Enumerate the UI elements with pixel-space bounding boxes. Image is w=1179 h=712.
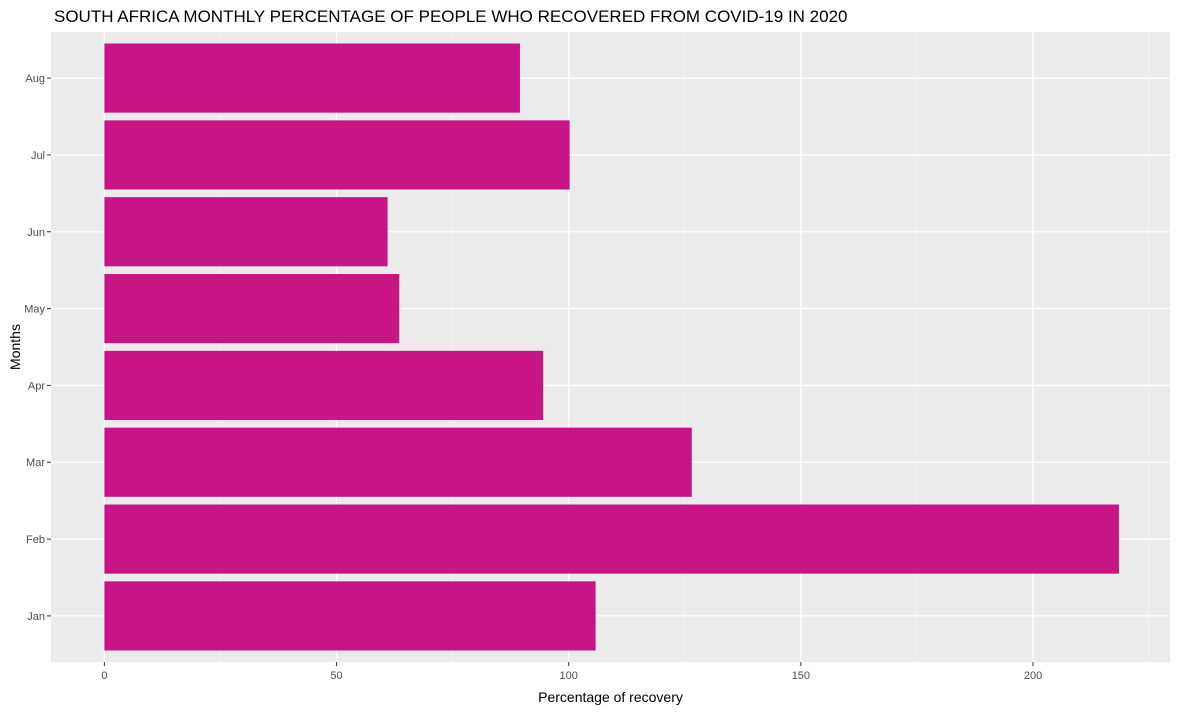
bar-apr [104,350,544,420]
y-tick-label: Feb [26,534,45,546]
y-tick-label: Jun [27,227,45,239]
y-tick-label: Aug [25,73,45,85]
bars-group [104,43,1119,651]
x-axis: 0 50 100 150 200 [101,662,1042,682]
y-axis-title: Months [7,324,23,370]
x-axis-title: Percentage of recovery [538,689,683,705]
y-tick-label: Apr [28,380,45,392]
bar-aug [104,43,520,113]
bar-jul [104,120,570,190]
x-tick-label: 200 [1024,670,1042,682]
bar-may [104,274,400,344]
y-tick-label: Jul [31,150,45,162]
chart-title: SOUTH AFRICA MONTHLY PERCENTAGE OF PEOPL… [54,7,847,26]
y-tick-label: May [24,304,45,316]
y-tick-label: Jan [27,611,45,623]
y-tick-label: Mar [26,457,45,469]
x-tick-label: 100 [560,670,578,682]
y-axis: Jan Feb Mar Apr May Jun Jul Aug [24,73,51,623]
x-tick-label: 50 [330,670,342,682]
bar-jan [104,581,596,651]
bar-jun [104,197,388,267]
bar-mar [104,427,692,497]
bar-feb [104,504,1119,574]
x-tick-label: 150 [792,670,810,682]
x-tick-label: 0 [101,670,107,682]
